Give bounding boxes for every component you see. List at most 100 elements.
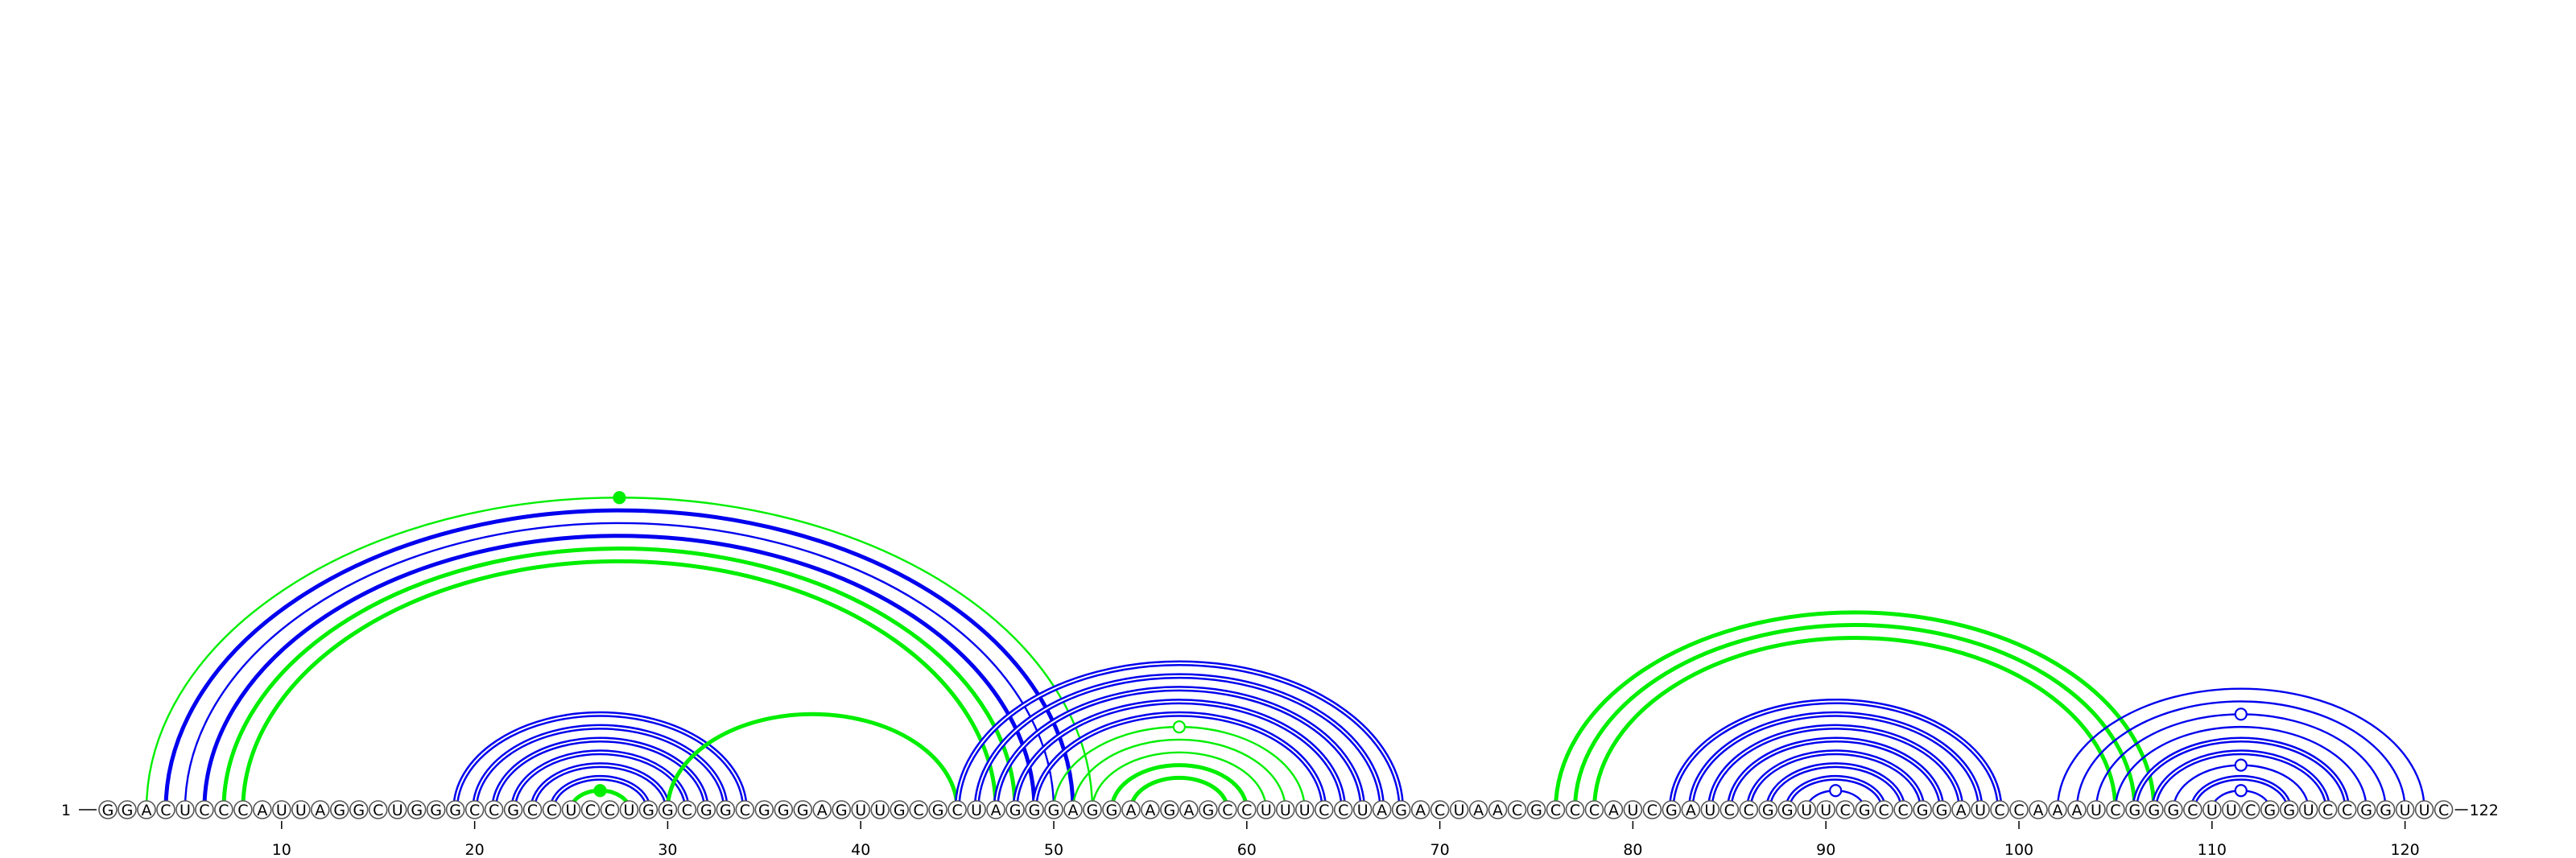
nucleotide-circle <box>2260 800 2280 819</box>
nucleotide: C <box>156 800 175 819</box>
base-pair-arc <box>2132 736 2351 811</box>
nucleotide: G <box>774 800 794 819</box>
arc-outer <box>1745 749 1926 811</box>
nucleotide: C <box>1835 800 1855 819</box>
nucleotide: U <box>387 800 407 819</box>
nucleotide-circle <box>253 800 272 819</box>
nucleotide-letter: U <box>1704 802 1715 819</box>
nucleotide: C <box>1719 800 1740 819</box>
nucleotide: G <box>1526 800 1546 819</box>
nucleotide: C <box>1739 800 1759 819</box>
nucleotide-circle <box>1179 800 1199 819</box>
nucleotide-letter: G <box>778 802 790 819</box>
nucleotide-circle <box>1777 800 1798 819</box>
nucleotide-letter: G <box>836 802 848 819</box>
nucleotide-circle <box>2414 800 2434 819</box>
nucleotide: U <box>272 800 291 819</box>
axis-tick: 10 <box>272 821 291 858</box>
arc-outer <box>510 749 690 811</box>
nucleotide: U <box>1449 800 1469 819</box>
nucleotide-letter: G <box>1936 802 1948 819</box>
nucleotide-letter: C <box>2013 802 2024 819</box>
nucleotide-circle <box>522 800 543 819</box>
nucleotide-circle <box>542 800 562 819</box>
nucleotide: U <box>1257 800 1276 819</box>
nucleotide-circle <box>2087 800 2106 819</box>
tick-label: 90 <box>1816 841 1835 858</box>
nucleotide-letter: G <box>642 802 654 819</box>
nucleotide-letter: A <box>1068 802 1079 819</box>
nucleotide-letter: C <box>527 802 538 819</box>
arc-gap <box>1728 738 1943 811</box>
nucleotide: G <box>407 800 427 819</box>
nucleotide-circle <box>754 800 774 819</box>
nucleotide-letter: U <box>1820 802 1831 819</box>
nucleotide: A <box>1604 800 1624 819</box>
arc-gap <box>493 738 708 811</box>
arc-line <box>665 712 960 811</box>
nucleotide-letter: C <box>199 802 209 819</box>
axis-tick: 30 <box>658 821 678 858</box>
nucleotide-circle <box>1102 800 1121 819</box>
open-pair-marker <box>1172 720 1186 734</box>
nucleotide-letter: C <box>1647 802 1657 819</box>
nucleotide-letter: U <box>2303 802 2314 819</box>
nucleotide: C <box>1333 800 1353 819</box>
base-pair-arc <box>530 762 671 811</box>
nucleotide-circle <box>387 800 407 819</box>
filled-pair-marker <box>593 784 607 798</box>
nucleotide: C <box>735 800 755 819</box>
nucleotide: C <box>1893 800 1913 819</box>
nucleotide: U <box>2298 800 2318 819</box>
arc-outer <box>954 660 1405 811</box>
nucleotide-circle <box>1662 800 1682 819</box>
nucleotide-letter: G <box>1029 802 1041 819</box>
nucleotide: A <box>2067 800 2087 819</box>
nucleotide-letter: G <box>2380 802 2392 819</box>
nucleotide-letter: C <box>237 802 248 819</box>
arc-line <box>145 497 1094 811</box>
nucleotide: U <box>1816 800 1836 819</box>
nucleotide: G <box>2125 800 2145 819</box>
nucleotide-letter: G <box>1781 802 1794 819</box>
nucleotide-circle <box>561 800 581 819</box>
nucleotide: C <box>1546 800 1566 819</box>
nucleotide-letter: G <box>2129 802 2141 819</box>
nucleotide-circle <box>1797 800 1817 819</box>
base-pair-arc <box>1726 736 1945 811</box>
base-pair-arc <box>452 711 748 811</box>
nucleotide-letter: C <box>605 802 615 819</box>
nucleotide-letter: A <box>1183 802 1194 819</box>
nucleotide-circle <box>445 800 465 819</box>
nucleotide-letter: A <box>1473 802 1484 819</box>
nucleotide: A <box>1372 800 1392 819</box>
nucleotide-letter: A <box>1145 802 1155 819</box>
nucleotide-circle <box>2106 800 2125 819</box>
sequence-backbone: 1 122 <box>61 802 2499 819</box>
nucleotide: A <box>2048 800 2067 819</box>
nucleotide-circle <box>2395 800 2415 819</box>
nucleotide: C <box>368 800 388 819</box>
nucleotide-circle <box>1391 800 1411 819</box>
nucleotide: G <box>658 800 678 819</box>
base-pair-arc <box>2095 707 2387 811</box>
nucleotide-letter: U <box>1357 802 1368 819</box>
nucleotide-letter: G <box>353 802 365 819</box>
nucleotide-circle <box>2356 800 2376 819</box>
open-pair-marker <box>2234 784 2248 798</box>
nucleotide: G <box>1662 800 1682 819</box>
base-pair-arc <box>1765 762 1906 811</box>
nucleotide-letter: C <box>1840 802 1851 819</box>
nucleotide: G <box>2356 800 2376 819</box>
arc-gap <box>512 751 688 811</box>
nucleotide-letter: G <box>720 802 732 819</box>
nucleotide-circle <box>310 800 330 819</box>
nucleotide-letter: U <box>2207 802 2218 819</box>
nucleotide-circle <box>426 800 446 819</box>
nucleotide: C <box>1218 800 1237 819</box>
nucleotide-circle <box>1681 800 1701 819</box>
nucleotide-circle <box>1700 800 1720 819</box>
nucleotide-circle <box>638 800 658 819</box>
nucleotide-circle <box>1758 800 1778 819</box>
nucleotide: G <box>2279 800 2299 819</box>
